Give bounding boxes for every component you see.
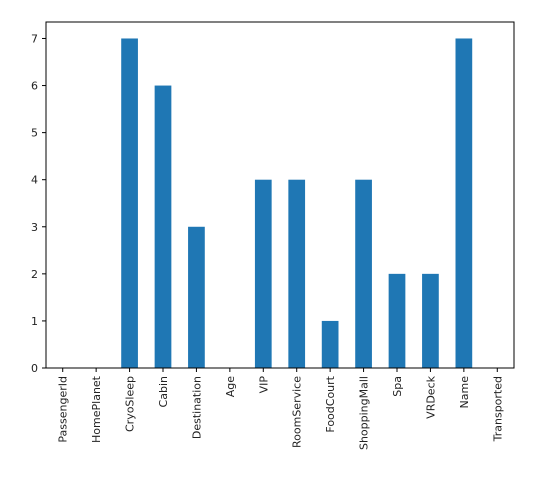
y-axis-ticks: 0 1 2 3 4 5 6 7 xyxy=(31,32,46,375)
bar-shoppingmall xyxy=(355,179,372,368)
y-tick-label-1: 1 xyxy=(31,315,38,328)
x-tick-label-roomservice: RoomService xyxy=(291,376,304,448)
plot-frame xyxy=(45,21,515,369)
x-axis-ticks: PassengerId HomePlanet CryoSleep Cabin Desti… xyxy=(57,368,504,450)
x-tick-label-age: Age xyxy=(224,376,237,398)
bar-vrdeck xyxy=(422,273,439,368)
x-tick-label-vrdeck: VRDeck xyxy=(424,375,437,418)
bar-spa xyxy=(388,273,406,368)
y-tick-label-2: 2 xyxy=(31,268,38,281)
x-tick-label-name: Name xyxy=(458,376,471,409)
x-tick-label-cabin: Cabin xyxy=(157,376,170,407)
y-tick-label-6: 6 xyxy=(31,80,38,93)
bar-name xyxy=(455,38,473,368)
y-tick-label-4: 4 xyxy=(31,174,38,187)
bar-roomservice xyxy=(288,179,306,368)
y-tick-label-5: 5 xyxy=(31,127,38,140)
bar-destination xyxy=(188,226,205,368)
x-tick-label-foodcourt: FoodCourt xyxy=(324,375,337,432)
bar-cabin xyxy=(154,85,172,368)
x-tick-label-transported: Transported xyxy=(491,376,504,442)
bar-vip xyxy=(254,179,272,368)
x-tick-label-destination: Destination xyxy=(190,376,203,439)
x-tick-label-homeplanet: HomePlanet xyxy=(90,375,103,443)
x-tick-label-cryosleep: CryoSleep xyxy=(124,376,137,432)
y-tick-label-0: 0 xyxy=(31,362,38,375)
x-tick-label-vip: VIP xyxy=(257,376,270,394)
y-tick-label-7: 7 xyxy=(31,32,38,45)
x-tick-label-passengerid: PassengerId xyxy=(57,376,70,443)
y-tick-label-3: 3 xyxy=(31,221,38,234)
x-tick-label-spa: Spa xyxy=(391,376,404,397)
bar-foodcourt xyxy=(321,320,339,368)
x-tick-label-shoppingmall: ShoppingMall xyxy=(358,376,371,450)
bars-layer xyxy=(121,38,473,368)
bar-cryosleep xyxy=(121,38,138,368)
